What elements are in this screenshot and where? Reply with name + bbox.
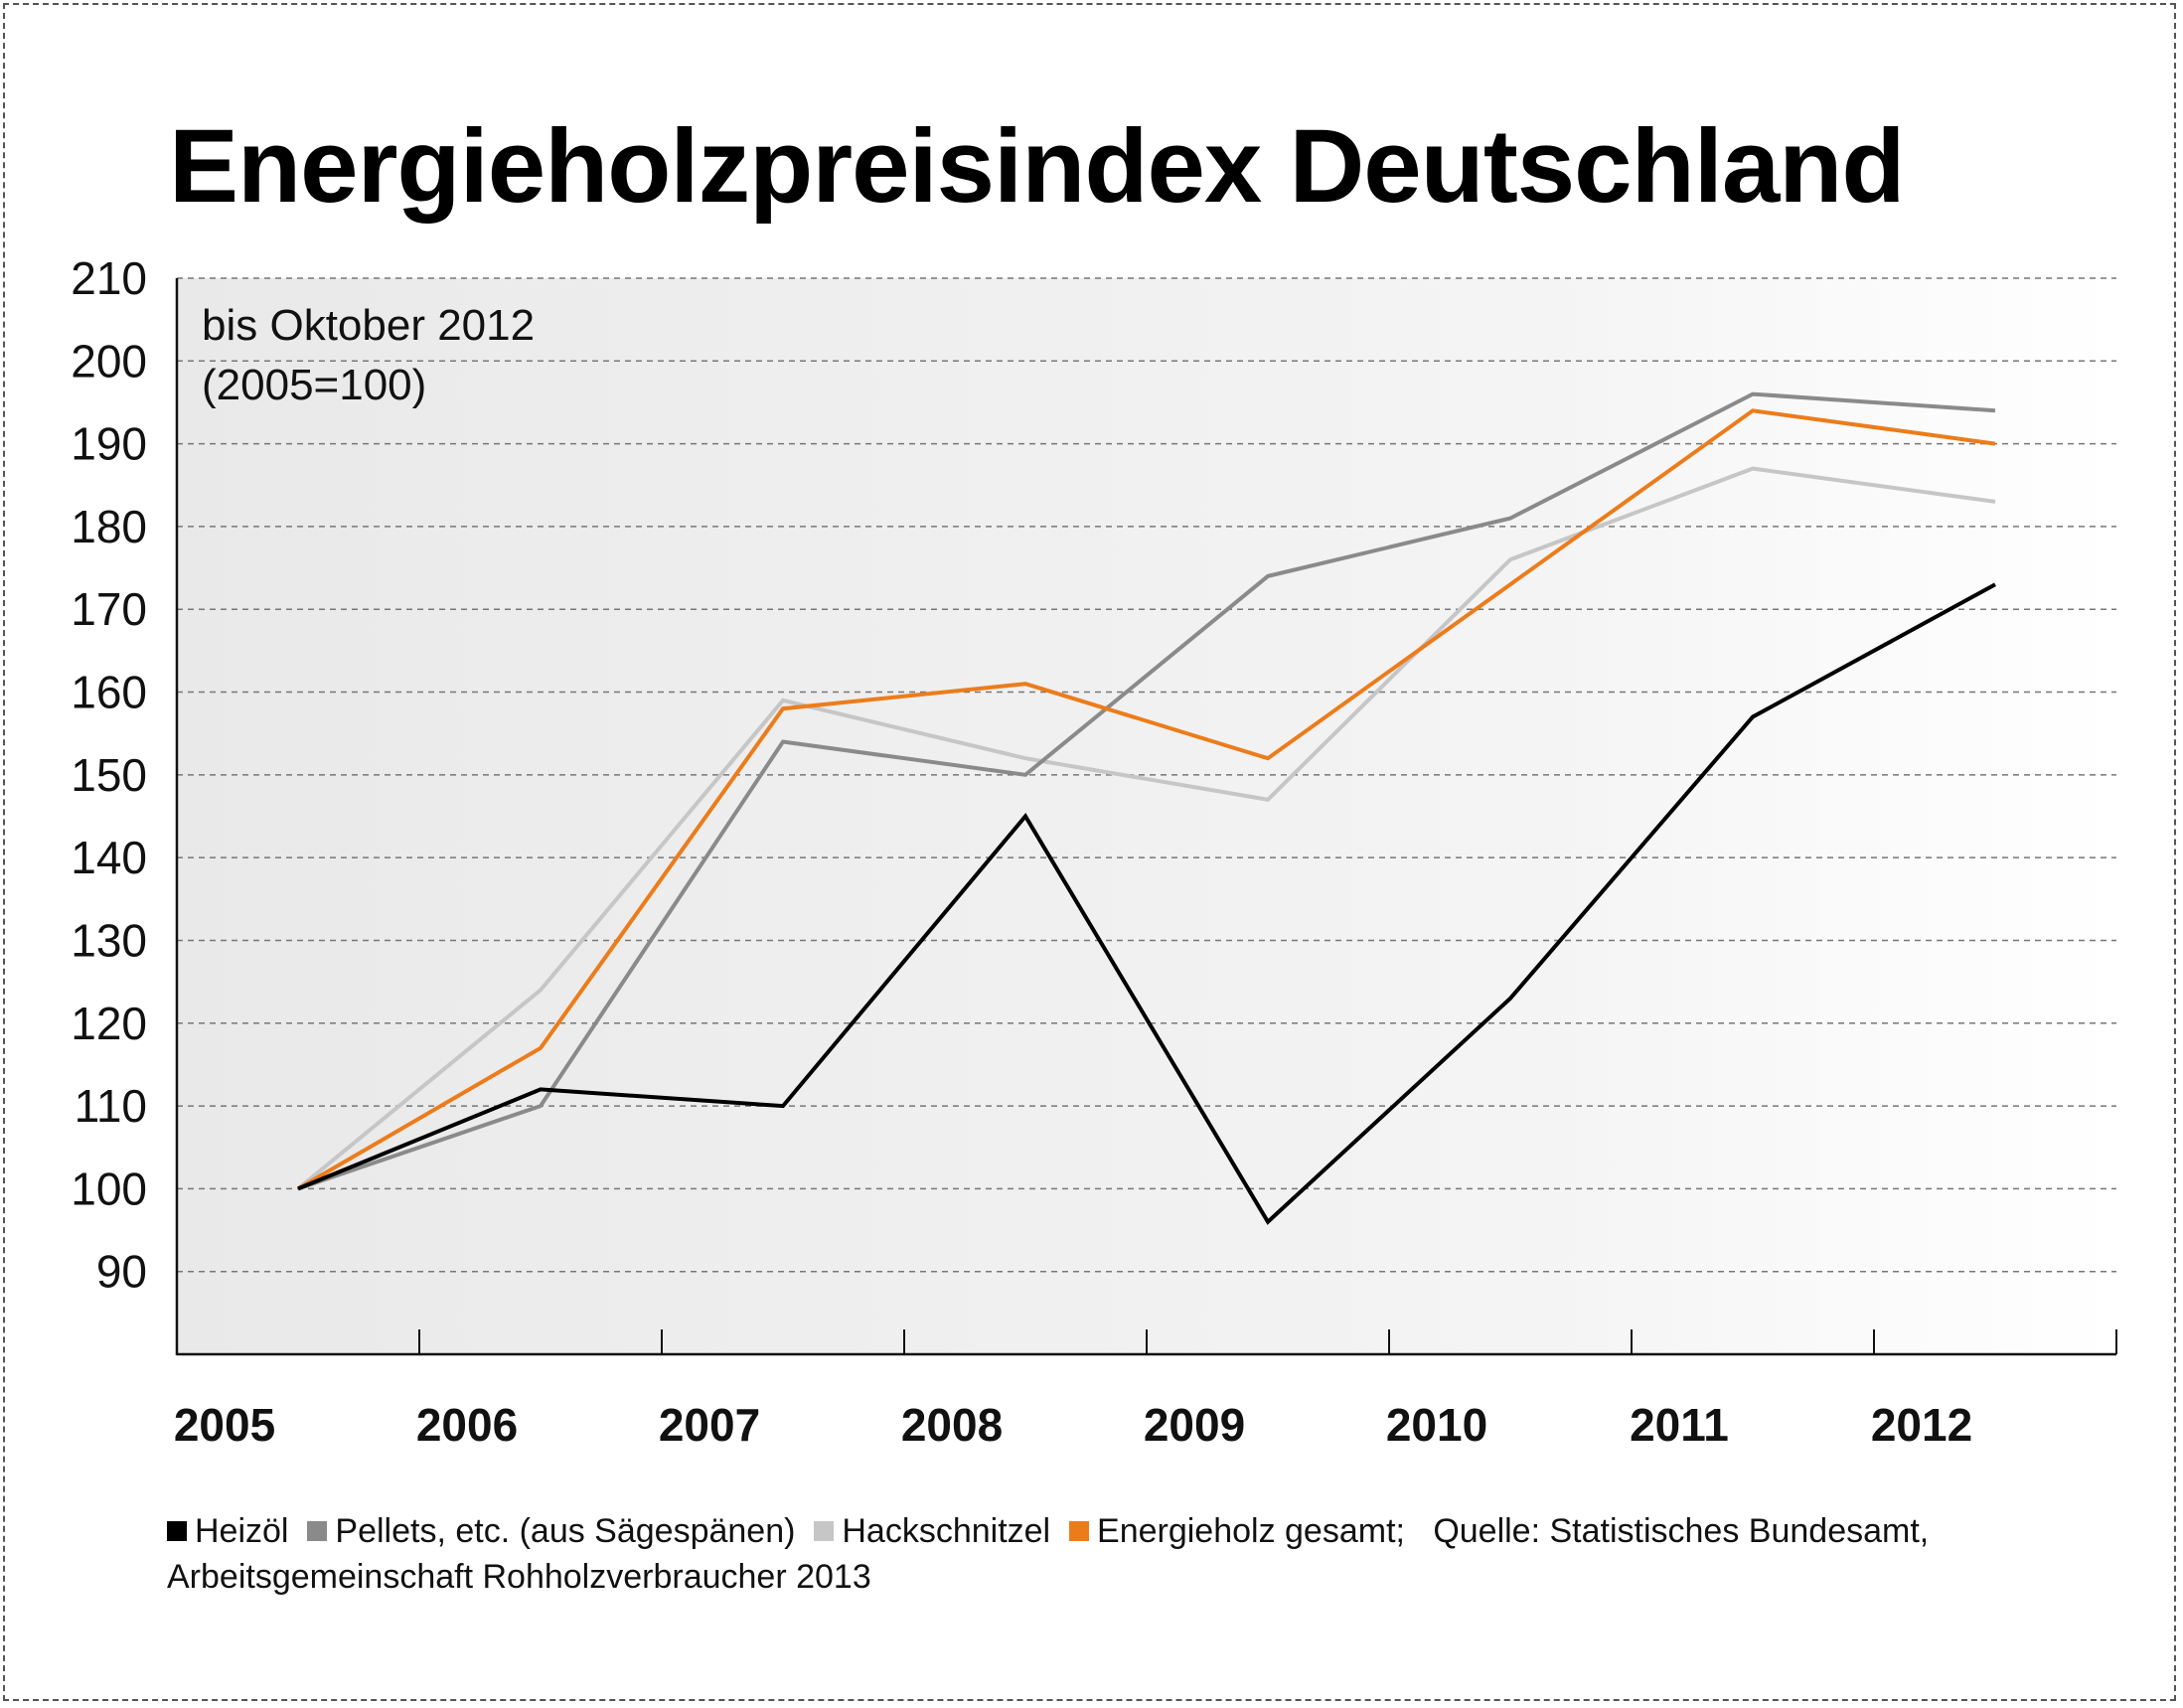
plot-background (177, 278, 2116, 1354)
legend-label-hackschnitzel: Hackschnitzel (842, 1512, 1051, 1550)
y-tick-label-100: 100 (71, 1163, 147, 1214)
x-tick-label-2006: 2006 (416, 1399, 518, 1451)
y-tick-label-130: 130 (71, 914, 147, 966)
x-tick-label-2008: 2008 (901, 1399, 1003, 1451)
y-tick-labels: 210 200 190 180 170 160 150 140 130 120 110 100 90 (71, 252, 147, 1298)
axes (175, 278, 2117, 1356)
y-tick-label-140: 140 (71, 832, 147, 883)
legend-swatch-energieholz (1069, 1521, 1090, 1541)
legend: Heizöl Pellets, etc. (aus Sägespänen) Ha… (167, 1508, 2095, 1600)
x-tick-label-2009: 2009 (1144, 1399, 1245, 1451)
series-line-heiz-l (297, 582, 1996, 1225)
y-tick-label-120: 120 (71, 998, 147, 1049)
x-tick-label-2005: 2005 (174, 1399, 275, 1451)
x-tick-labels: 2005 2006 2007 2008 2009 2010 2011 2012 (174, 1399, 1972, 1451)
y-tick-label-180: 180 (71, 501, 147, 552)
legend-item-pellets: Pellets, etc. (aus Sägespänen) (307, 1512, 795, 1550)
x-tick-label-2007: 2007 (659, 1399, 760, 1451)
y-tick-label-170: 170 (71, 583, 147, 635)
x-tick-label-2010: 2010 (1386, 1399, 1487, 1451)
series-line-hackschnitzel (296, 466, 1996, 1190)
subtitle-line-2: (2005=100) (202, 361, 426, 409)
outer-frame (3, 3, 2176, 1701)
legend-item-heizoel: Heizöl (167, 1512, 288, 1550)
series-line-energieholz-gesamt (296, 408, 1996, 1191)
y-tick-label-190: 190 (71, 418, 147, 470)
x-tick-label-2011: 2011 (1630, 1399, 1729, 1451)
y-tick-label-160: 160 (71, 667, 147, 718)
legend-swatch-hackschnitzel (814, 1521, 835, 1541)
chart-title: Energieholzpreisindex Deutschland (169, 108, 1906, 225)
x-tick-label-2012: 2012 (1871, 1399, 1972, 1451)
legend-item-energieholz: Energieholz gesamt; (1069, 1512, 1405, 1550)
legend-label-pellets: Pellets, etc. (aus Sägespänen) (335, 1512, 796, 1550)
y-tick-label-110: 110 (75, 1080, 147, 1132)
y-tick-label-210: 210 (71, 252, 147, 304)
legend-swatch-heizoel (167, 1521, 187, 1541)
legend-label-energieholz: Energieholz gesamt; (1097, 1512, 1405, 1550)
y-tick-label-90: 90 (96, 1246, 147, 1298)
source-note: Quelle: Statistisches Bundesamt, Arbeits… (167, 1512, 1930, 1596)
legend-label-heizoel: Heizöl (195, 1512, 289, 1550)
series-lines (296, 391, 1996, 1225)
legend-swatch-pellets (307, 1521, 328, 1541)
y-tick-label-150: 150 (71, 749, 147, 801)
subtitle-line-1: bis Oktober 2012 (202, 301, 535, 350)
legend-item-hackschnitzel: Hackschnitzel (814, 1512, 1050, 1550)
y-tick-label-200: 200 (71, 335, 147, 387)
series-line-pellets-etc-aus-s-gesp-nen (297, 391, 1996, 1191)
